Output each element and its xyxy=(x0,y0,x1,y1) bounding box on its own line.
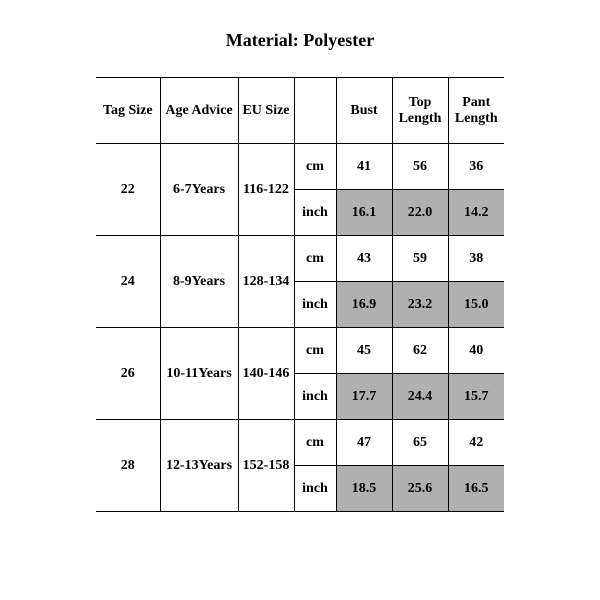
cell-age: 6-7Years xyxy=(160,144,238,236)
table-row: 24 8-9Years 128-134 cm 43 59 38 xyxy=(96,236,504,282)
col-tag-size: Tag Size xyxy=(96,78,160,144)
cell-unit: inch xyxy=(294,190,336,236)
cell-top: 25.6 xyxy=(392,466,448,512)
cell-eu: 152-158 xyxy=(238,420,294,512)
cell-bust: 41 xyxy=(336,144,392,190)
cell-unit: inch xyxy=(294,374,336,420)
cell-unit: cm xyxy=(294,144,336,190)
cell-eu: 140-146 xyxy=(238,328,294,420)
col-bust: Bust xyxy=(336,78,392,144)
table-row: 26 10-11Years 140-146 cm 45 62 40 xyxy=(96,328,504,374)
col-pant-length: Pant Length xyxy=(448,78,504,144)
table-row: 22 6-7Years 116-122 cm 41 56 36 xyxy=(96,144,504,190)
cell-tag: 22 xyxy=(96,144,160,236)
cell-bust: 18.5 xyxy=(336,466,392,512)
cell-top: 56 xyxy=(392,144,448,190)
table-header-row: Tag Size Age Advice EU Size Bust Top Len… xyxy=(96,78,504,144)
cell-eu: 128-134 xyxy=(238,236,294,328)
cell-age: 8-9Years xyxy=(160,236,238,328)
cell-pant: 38 xyxy=(448,236,504,282)
cell-pant: 15.0 xyxy=(448,282,504,328)
col-top-length: Top Length xyxy=(392,78,448,144)
cell-top: 23.2 xyxy=(392,282,448,328)
cell-unit: inch xyxy=(294,282,336,328)
table-row: 28 12-13Years 152-158 cm 47 65 42 xyxy=(96,420,504,466)
cell-top: 59 xyxy=(392,236,448,282)
cell-eu: 116-122 xyxy=(238,144,294,236)
cell-bust: 45 xyxy=(336,328,392,374)
cell-unit: inch xyxy=(294,466,336,512)
cell-age: 10-11Years xyxy=(160,328,238,420)
cell-top: 65 xyxy=(392,420,448,466)
cell-pant: 14.2 xyxy=(448,190,504,236)
cell-age: 12-13Years xyxy=(160,420,238,512)
cell-tag: 24 xyxy=(96,236,160,328)
cell-bust: 47 xyxy=(336,420,392,466)
cell-tag: 26 xyxy=(96,328,160,420)
cell-top: 22.0 xyxy=(392,190,448,236)
col-eu-size: EU Size xyxy=(238,78,294,144)
cell-pant: 42 xyxy=(448,420,504,466)
cell-pant: 15.7 xyxy=(448,374,504,420)
cell-top: 62 xyxy=(392,328,448,374)
cell-unit: cm xyxy=(294,236,336,282)
cell-unit: cm xyxy=(294,328,336,374)
col-unit xyxy=(294,78,336,144)
cell-pant: 16.5 xyxy=(448,466,504,512)
cell-bust: 16.1 xyxy=(336,190,392,236)
cell-pant: 40 xyxy=(448,328,504,374)
cell-unit: cm xyxy=(294,420,336,466)
cell-bust: 43 xyxy=(336,236,392,282)
col-age-advice: Age Advice xyxy=(160,78,238,144)
cell-top: 24.4 xyxy=(392,374,448,420)
cell-bust: 16.9 xyxy=(336,282,392,328)
cell-bust: 17.7 xyxy=(336,374,392,420)
size-table: Tag Size Age Advice EU Size Bust Top Len… xyxy=(96,77,504,512)
cell-pant: 36 xyxy=(448,144,504,190)
cell-tag: 28 xyxy=(96,420,160,512)
page-title: Material: Polyester xyxy=(0,0,600,77)
